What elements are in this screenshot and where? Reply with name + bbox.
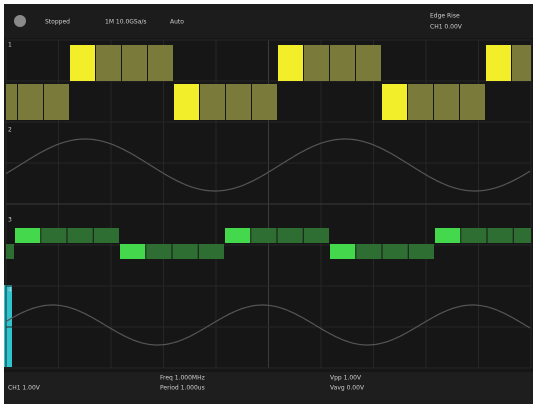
ch1-trace — [18, 84, 43, 120]
ch1-trace — [148, 45, 173, 81]
ch3-trace — [382, 244, 408, 259]
ch1-trace — [512, 45, 531, 81]
ch4-trace — [5, 304, 531, 346]
ch1-trace — [122, 45, 147, 81]
ch1-trace — [6, 84, 17, 120]
ch1-trace — [304, 45, 329, 81]
ch3-trace — [330, 244, 356, 259]
ch1-trace — [200, 84, 225, 120]
ch3-trace — [356, 244, 382, 259]
logo — [14, 15, 26, 27]
ch1-trace — [434, 84, 459, 120]
trigger-type: Edge Rise — [430, 13, 460, 20]
ch3-trace — [225, 228, 251, 243]
trigger-level: CH1 0.00V — [430, 24, 463, 31]
ch1-trace — [486, 45, 511, 81]
ch3-trace — [41, 228, 67, 243]
ch3-trace — [513, 228, 531, 243]
ch1-trace — [44, 84, 69, 120]
ch1-trace — [70, 45, 95, 81]
ch1-trace — [408, 84, 433, 120]
ch3-trace — [461, 228, 487, 243]
ch3-trace — [93, 228, 119, 243]
ch3-trace — [435, 228, 461, 243]
status-run: Stopped — [45, 19, 70, 26]
ch1-trace — [252, 84, 277, 120]
channel-label: 3 — [8, 217, 12, 224]
ch1-trace — [174, 84, 199, 120]
ch3-trace — [251, 228, 277, 243]
ch1-trace — [330, 45, 355, 81]
top-bar — [4, 4, 533, 38]
ch1-trace — [356, 45, 381, 81]
channel-label: 4 — [8, 287, 12, 294]
ch1-trace — [278, 45, 303, 81]
bottom-period: Period 1.000us — [160, 385, 205, 392]
bottom-vavg: Vavg 0.00V — [330, 385, 365, 392]
channel-label: 2 — [8, 127, 12, 134]
ch3-trace — [6, 244, 14, 259]
ch3-trace — [67, 228, 93, 243]
bottom-freq: Freq 1.000MHz — [160, 375, 205, 382]
bottom-bar — [4, 372, 533, 404]
channel-label: 1 — [8, 42, 12, 49]
ch3-trace — [15, 228, 41, 243]
ch1-trace — [226, 84, 251, 120]
bottom-vpp: Vpp 1.00V — [330, 375, 362, 382]
ch1-trace — [96, 45, 121, 81]
ch1-trace — [460, 84, 485, 120]
ch3-trace — [172, 244, 198, 259]
ch3-trace — [146, 244, 172, 259]
ch3-trace — [408, 244, 434, 259]
ch3-trace — [198, 244, 224, 259]
ch3-trace — [120, 244, 146, 259]
ch1-trace — [382, 84, 407, 120]
ch3-trace — [277, 228, 303, 243]
ch3-trace — [487, 228, 513, 243]
ch2-trace — [5, 138, 531, 192]
status-mode: Auto — [170, 19, 184, 26]
ch4-marker — [4, 285, 12, 367]
status-rate: 1M 10.0GSa/s — [105, 19, 147, 26]
ch3-trace — [303, 228, 329, 243]
bottom-channel: CH1 1.00V — [8, 385, 41, 392]
